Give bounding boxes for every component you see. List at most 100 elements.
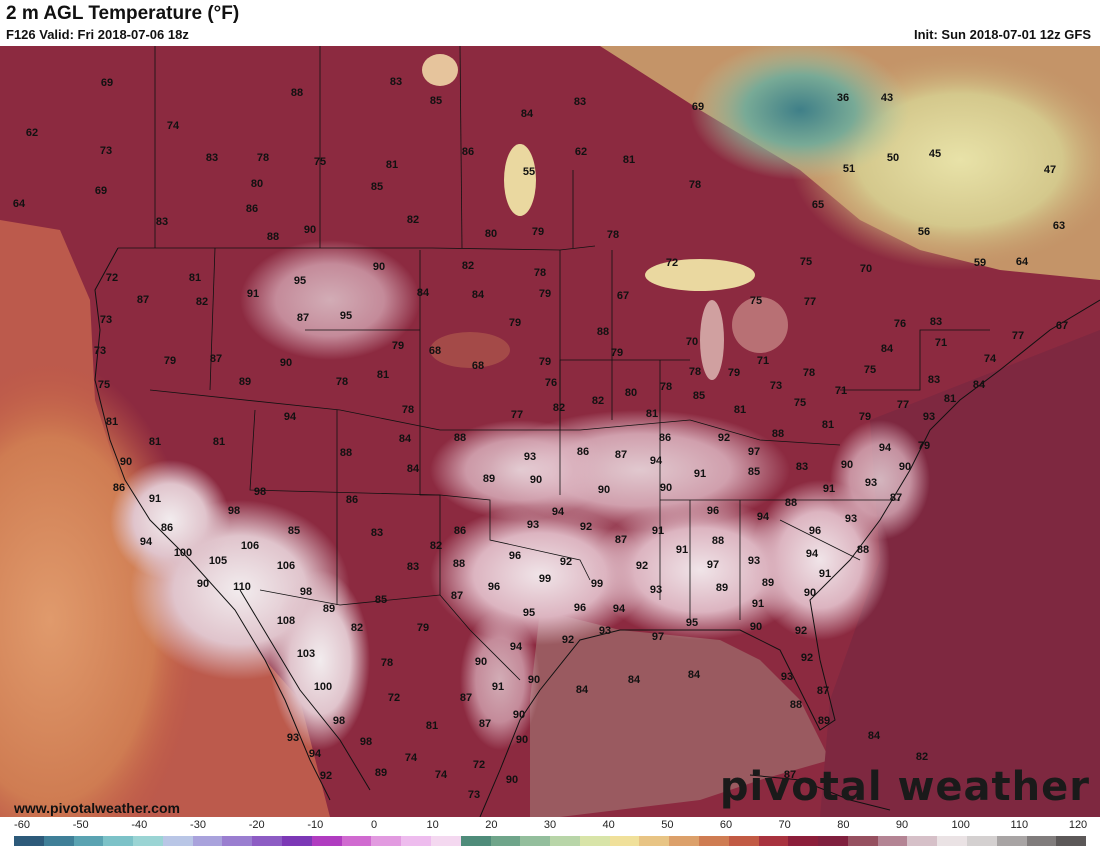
temp-label: 91 [247,288,259,300]
temp-label: 94 [284,411,297,423]
temp-label: 99 [539,573,551,585]
colorbar-label: 10 [426,819,439,831]
temp-label: 76 [545,377,557,389]
colorbar-swatch [371,836,402,846]
temp-label: 90 [899,461,911,473]
temp-label: 87 [460,692,472,704]
temp-label: 89 [762,577,774,589]
colorbar-label: -30 [190,819,206,831]
temp-label: 81 [646,408,658,420]
temp-label: 87 [210,353,222,365]
temp-label: 106 [241,540,259,552]
colorbar-swatch [639,836,670,846]
temp-label: 94 [552,506,565,518]
temp-label: 71 [757,355,769,367]
temp-label: 87 [479,718,491,730]
temp-label: 94 [650,455,663,467]
temp-label: 81 [377,369,389,381]
temp-label: 89 [239,376,251,388]
temp-label: 62 [26,127,38,139]
temp-label: 88 [785,497,797,509]
temp-label: 80 [485,228,497,240]
temp-label: 89 [716,582,728,594]
temp-label: 73 [468,789,480,801]
temp-label: 63 [1053,220,1065,232]
colorbar-label: 60 [719,819,733,831]
temp-label: 93 [527,519,539,531]
temp-label: 91 [823,483,835,495]
temp-label: 90 [841,459,853,471]
temp-label: 86 [113,482,125,494]
temp-label: 98 [228,505,240,517]
temp-label: 86 [454,525,466,537]
temp-label: 94 [879,442,892,454]
temp-label: 80 [251,178,263,190]
temp-label: 45 [929,148,941,160]
temp-label: 79 [859,411,871,423]
temp-label: 79 [728,367,740,379]
temp-label: 88 [340,447,352,459]
temp-label: 72 [106,272,118,284]
temperature-map[interactable]: 69 62 74 73 83 78 80 86 88 90 69 64 83 88 83 85 84 83 69 86… [0,46,1100,817]
temp-label: 92 [718,432,730,444]
temp-label: 82 [916,751,928,763]
map-svg: 69 62 74 73 83 78 80 86 88 90 69 64 83 88 83 85 84 83 69 86… [0,46,1100,817]
temp-label: 79 [532,226,544,238]
temp-label: 88 [453,558,465,570]
temp-label: 85 [288,525,300,537]
temp-label: 94 [613,603,626,615]
temp-label: 75 [794,397,806,409]
temp-label: 90 [197,578,209,590]
temp-label: 92 [795,625,807,637]
temp-label: 81 [623,154,635,166]
temp-label: 92 [320,770,332,782]
temp-label: 56 [918,226,930,238]
temp-label: 93 [748,555,760,567]
temp-label: 78 [402,404,414,416]
temp-label: 90 [475,656,487,668]
temp-label: 68 [472,360,484,372]
colorbar-label: 70 [778,819,791,831]
temp-label: 82 [351,622,363,634]
temp-label: 88 [267,231,279,243]
temp-label: 85 [371,181,383,193]
temp-label: 71 [935,337,947,349]
temp-label: 91 [492,681,504,693]
temp-label: 84 [868,730,881,742]
colorbar-swatch [877,836,908,846]
temp-label: 83 [390,76,402,88]
temp-label: 83 [928,374,940,386]
temp-label: 93 [650,584,662,596]
temp-label: 72 [473,759,485,771]
temp-label: 47 [1044,164,1056,176]
colorbar-swatch [818,836,848,846]
temp-label: 84 [973,379,986,391]
temp-label: 69 [95,185,107,197]
temp-label: 94 [309,748,322,760]
temp-label: 82 [592,395,604,407]
temp-label: 59 [974,257,986,269]
temp-label: 97 [707,559,719,571]
temp-label: 74 [405,752,418,764]
coastlines [94,247,1100,817]
temp-label: 95 [523,607,535,619]
header: 2 m AGL Temperature (°F) F126 Valid: Fri… [0,0,1100,46]
temp-label: 96 [509,550,521,562]
temp-label: 81 [189,272,201,284]
temp-label: 84 [407,463,420,475]
temp-label: 75 [98,379,110,391]
temp-label: 93 [845,513,857,525]
colorbar-swatch [192,836,223,846]
temp-label: 96 [488,581,500,593]
colorbar-swatch [728,836,759,846]
temp-label: 75 [314,156,326,168]
colorbar-swatch [103,836,134,846]
colorbar-swatch [937,836,967,846]
temp-label: 75 [864,364,876,376]
temp-label: 67 [1056,320,1068,332]
colorbar-swatch [907,836,938,846]
temp-label: 96 [707,505,719,517]
temp-label: 91 [652,525,664,537]
temp-label: 62 [575,146,587,158]
website-url[interactable]: www.pivotalweather.com [14,800,180,816]
